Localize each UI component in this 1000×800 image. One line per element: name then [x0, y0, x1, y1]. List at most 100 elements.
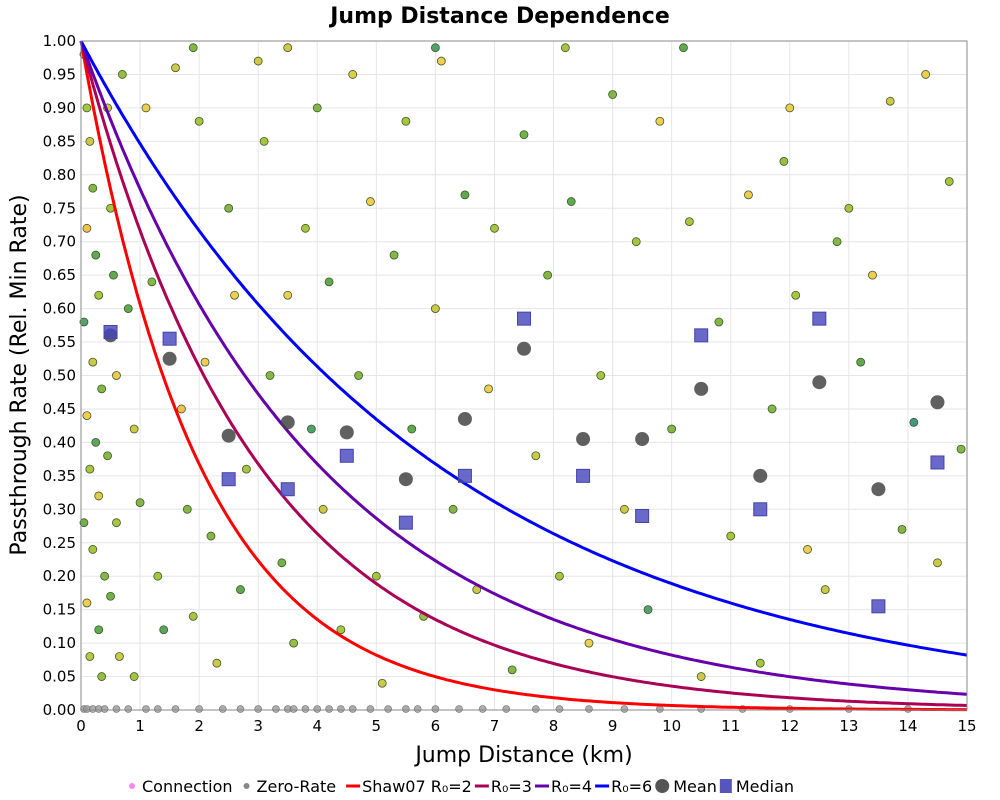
connection-point: [631, 237, 641, 247]
x-tick-label: 13: [839, 717, 858, 735]
curve-r0-4: [79, 40, 968, 696]
connection-point: [91, 250, 101, 260]
legend-label: Median: [736, 777, 794, 796]
median-marker: [576, 468, 591, 483]
y-axis-label: Passthrough Rate (Rel. Min Rate): [7, 194, 32, 555]
curve-r0-3: [79, 40, 968, 707]
connection-point: [153, 571, 163, 581]
connection-point: [82, 223, 92, 233]
plot-frame: [80, 40, 968, 711]
mean-marker: [753, 468, 768, 483]
y-tick-label: 0.35: [43, 467, 76, 485]
curve-r0-6: [79, 40, 968, 657]
connection-point: [85, 652, 95, 661]
connection-point: [182, 504, 192, 514]
connection-point: [596, 371, 606, 380]
connection-point: [608, 90, 617, 99]
zero-rate-point: [313, 705, 322, 713]
median-marker: [930, 455, 945, 470]
connection-point: [543, 270, 553, 280]
mean-marker: [339, 425, 354, 440]
legend-label: Connection: [142, 777, 233, 796]
connection-point: [106, 591, 115, 601]
median-marker: [517, 311, 531, 326]
zero-rate-point: [555, 705, 564, 713]
mean-marker: [457, 411, 472, 426]
zero-rate-point: [337, 705, 345, 713]
x-tick-label: 7: [490, 717, 500, 735]
legend-dot-icon: [129, 783, 135, 789]
connection-point: [88, 545, 98, 554]
connection-point: [448, 504, 458, 514]
connection-point: [844, 203, 854, 213]
connection-point: [832, 237, 842, 247]
connection-point: [79, 317, 89, 327]
connection-point: [377, 678, 387, 688]
zero-rate-point: [502, 705, 511, 713]
connection-point: [212, 658, 222, 668]
legend-label: R₀=4: [551, 777, 592, 796]
x-tick-label: 14: [898, 717, 917, 735]
median-marker: [694, 328, 709, 343]
connection-point: [79, 518, 89, 528]
zero-rate-point: [289, 705, 298, 713]
median-marker: [871, 599, 886, 614]
connection-point: [684, 217, 694, 227]
connection-point: [94, 290, 104, 300]
zero-rate-point: [620, 705, 629, 713]
connection-point: [109, 270, 118, 280]
connection-point: [785, 103, 795, 113]
connection-point: [188, 611, 198, 621]
connection-point: [921, 70, 931, 79]
connection-point: [91, 437, 101, 447]
x-tick-label: 3: [253, 717, 263, 735]
zero-rate-point: [236, 705, 245, 713]
connection-point: [696, 672, 706, 681]
connection-point: [236, 585, 245, 594]
connection-point: [507, 665, 517, 675]
connection-point: [779, 157, 789, 166]
zero-rate-point: [348, 705, 357, 713]
zero-rate-point: [272, 705, 280, 713]
x-tick-label: 9: [608, 717, 618, 735]
zero-rate-point: [384, 705, 392, 713]
connection-point: [206, 531, 216, 541]
mean-marker: [162, 351, 177, 366]
connection-point: [430, 304, 440, 314]
connection-point: [100, 571, 110, 581]
median-marker: [339, 448, 354, 463]
curve-r0-2: [79, 40, 967, 712]
connection-point: [767, 404, 777, 414]
mean-marker: [871, 482, 886, 497]
connection-point: [820, 585, 830, 594]
legend-label: Shaw07 R₀=2: [362, 777, 472, 796]
y-tick-label: 0.50: [43, 367, 76, 385]
connection-point: [744, 190, 753, 200]
mean-marker: [930, 395, 945, 410]
connection-point: [97, 672, 107, 681]
connection-point: [436, 56, 446, 66]
connection-point: [933, 558, 942, 568]
connection-point: [407, 424, 417, 434]
connection-point: [679, 43, 688, 53]
connection-point: [141, 103, 151, 113]
connection-point: [200, 357, 210, 367]
x-axis-label: Jump Distance (km): [413, 743, 632, 768]
connection-point: [389, 250, 399, 260]
y-tick-label: 0.55: [43, 333, 76, 351]
connection-point: [129, 424, 139, 434]
zero-rate-point: [585, 705, 593, 713]
connection-point: [82, 103, 92, 113]
connection-point: [253, 56, 263, 66]
median-marker: [162, 331, 177, 346]
connection-point: [306, 424, 316, 434]
connection-point: [194, 116, 204, 126]
y-tick-label: 0.95: [43, 65, 76, 83]
connection-point: [490, 223, 499, 233]
connection-point: [460, 190, 470, 200]
connection-point: [531, 451, 541, 461]
connection-point: [103, 451, 112, 461]
y-tick-label: 0.20: [43, 567, 76, 585]
connection-point: [147, 277, 157, 287]
connection-point: [620, 504, 629, 514]
